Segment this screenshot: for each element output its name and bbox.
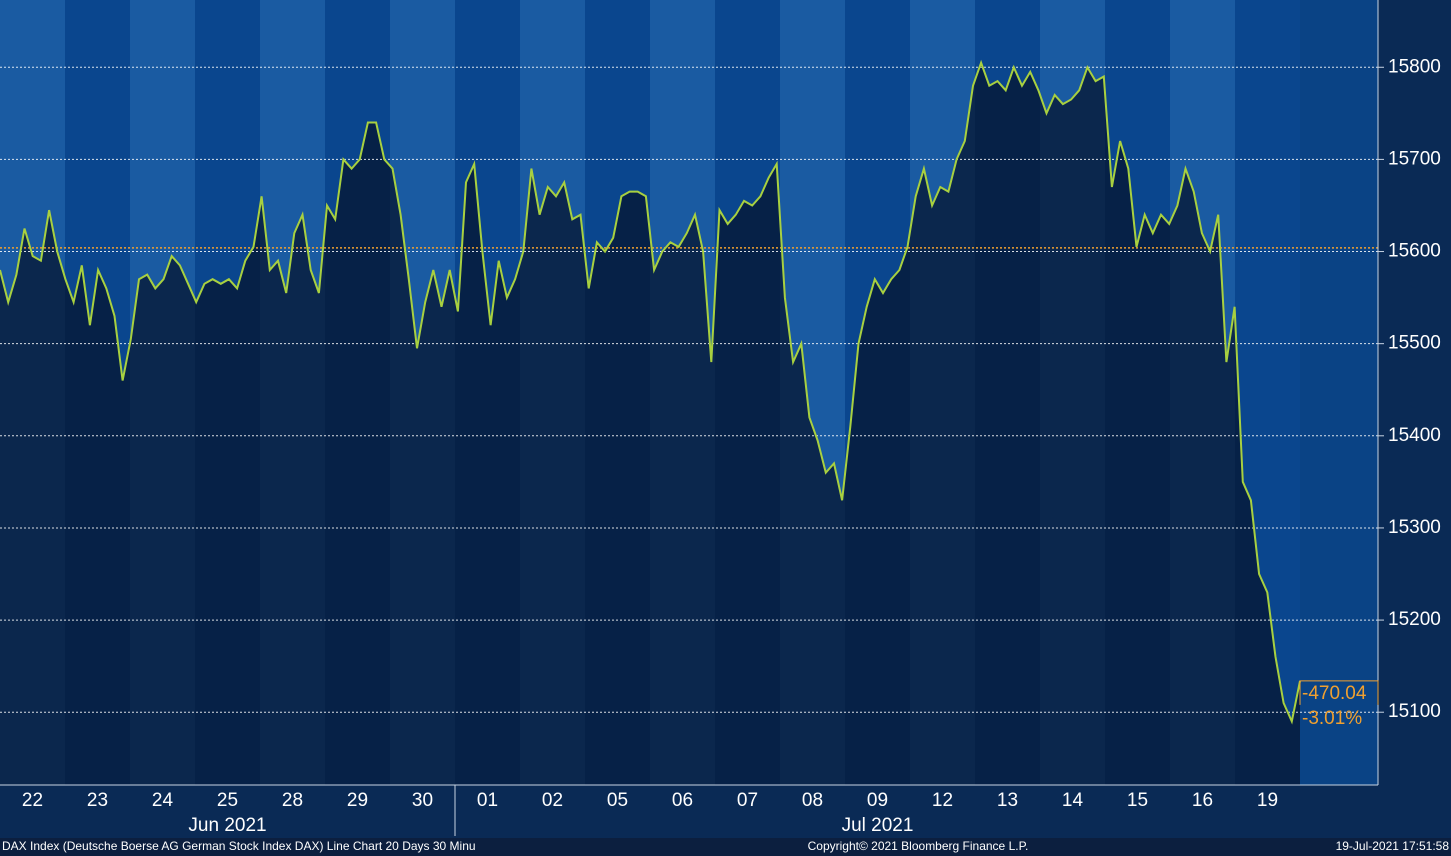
y-tick-label: 15300 <box>1388 517 1441 538</box>
footer-center: Copyright© 2021 Bloomberg Finance L.P. <box>808 839 1029 853</box>
footer-bar <box>0 838 1451 856</box>
month-label: Jun 2021 <box>188 815 266 836</box>
change-label: -3.01% <box>1302 708 1362 729</box>
y-tick-label: 15600 <box>1388 241 1441 262</box>
month-label: Jul 2021 <box>842 815 914 836</box>
y-tick-label: 15500 <box>1388 333 1441 354</box>
y-tick-label: 15200 <box>1388 609 1441 630</box>
x-tick-label: 16 <box>1192 790 1213 811</box>
x-tick-label: 22 <box>22 790 43 811</box>
x-tick-label: 29 <box>347 790 368 811</box>
y-tick-label: 15100 <box>1388 701 1441 722</box>
x-tick-label: 13 <box>997 790 1018 811</box>
x-tick-label: 12 <box>932 790 953 811</box>
area <box>0 62 1300 785</box>
x-tick-label: 06 <box>672 790 693 811</box>
x-tick-label: 28 <box>282 790 303 811</box>
y-tick-label: 15400 <box>1388 425 1441 446</box>
y-tick-label: 15800 <box>1388 56 1441 77</box>
x-tick-label: 08 <box>802 790 823 811</box>
change-label: -470.04 <box>1302 683 1367 704</box>
x-tick-label: 07 <box>737 790 758 811</box>
x-tick-label: 09 <box>867 790 888 811</box>
footer-left: DAX Index (Deutsche Boerse AG German Sto… <box>2 839 476 853</box>
x-tick-label: 01 <box>477 790 498 811</box>
x-tick-label: 25 <box>217 790 238 811</box>
x-tick-label: 30 <box>412 790 433 811</box>
x-tick-label: 05 <box>607 790 628 811</box>
x-tick-label: 24 <box>152 790 174 811</box>
x-tick-label: 23 <box>87 790 108 811</box>
x-tick-label: 19 <box>1257 790 1278 811</box>
footer-right: 19-Jul-2021 17:51:58 <box>1336 839 1450 853</box>
x-tick-label: 02 <box>542 790 563 811</box>
y-tick-label: 15700 <box>1388 148 1441 169</box>
line <box>0 59 1301 725</box>
x-tick-label: 14 <box>1062 790 1084 811</box>
x-tick-label: 15 <box>1127 790 1148 811</box>
last-value-box <box>1299 680 1379 705</box>
